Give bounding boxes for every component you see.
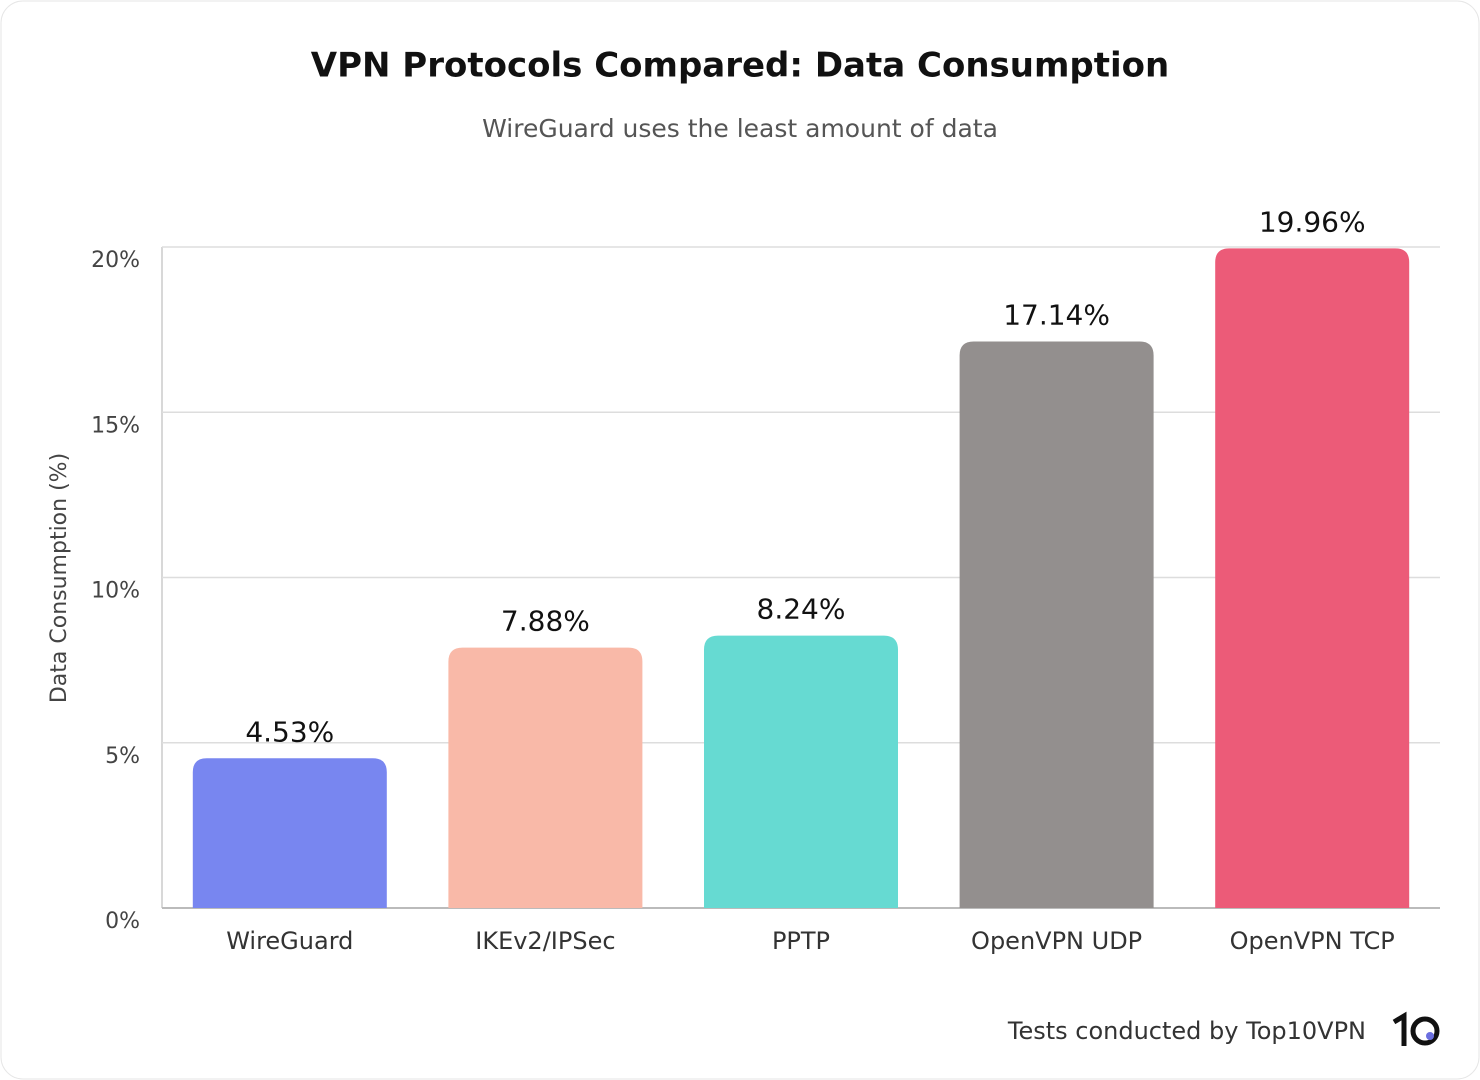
y-tick-label: 5% (105, 744, 140, 769)
logo-one (1392, 1011, 1407, 1046)
value-label: 7.88% (501, 605, 590, 638)
footer: Tests conducted by Top10VPN (1007, 1017, 1366, 1045)
bar (959, 341, 1154, 908)
y-axis-label: Data Consumption (%) (47, 453, 72, 703)
value-label: 8.24% (757, 593, 846, 626)
x-tick-label: IKEv2/IPSec (475, 927, 615, 955)
value-label: 17.14% (1003, 299, 1110, 332)
x-tick-label: WireGuard (226, 927, 353, 955)
logo-ring (1410, 1016, 1440, 1046)
logo (1392, 1011, 1440, 1046)
y-tick-label: 15% (91, 413, 140, 438)
y-tick-label: 10% (91, 579, 140, 604)
bar (448, 647, 643, 908)
chart-title: VPN Protocols Compared: Data Consumption (311, 46, 1169, 86)
value-label: 4.53% (245, 715, 334, 748)
x-tick-label: OpenVPN TCP (1230, 927, 1395, 955)
value-label: 19.96% (1259, 205, 1366, 238)
bar (704, 635, 898, 908)
bar (1215, 248, 1410, 908)
chart-subtitle: WireGuard uses the least amount of data (482, 114, 998, 143)
logo-dot (1426, 1032, 1434, 1040)
x-tick-label: PPTP (772, 927, 830, 955)
x-tick-label: OpenVPN UDP (971, 927, 1142, 955)
y-tick-label: 20% (91, 248, 140, 273)
bar (192, 758, 387, 908)
y-tick-label: 0% (105, 909, 140, 934)
